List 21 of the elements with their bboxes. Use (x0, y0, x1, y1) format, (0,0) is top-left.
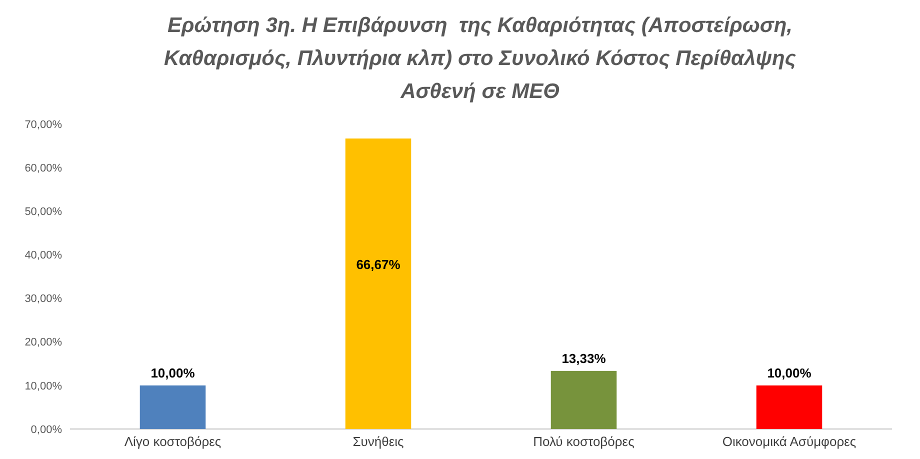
bar (345, 138, 412, 429)
bar (140, 385, 206, 429)
bar (756, 385, 822, 429)
x-tick-label: Συνήθεις (352, 434, 404, 449)
y-tick-label: 70,00% (24, 118, 62, 131)
bar (550, 370, 617, 429)
x-tick-label: Λίγο κοστοβόρες (124, 434, 222, 449)
y-tick-label: 20,00% (24, 336, 62, 349)
data-label: 66,67% (356, 257, 401, 272)
y-tick-label: 10,00% (24, 380, 62, 392)
y-tick-label: 60,00% (24, 162, 62, 174)
data-label: 13,33% (562, 350, 606, 366)
data-label: 10,00% (150, 365, 196, 380)
x-tick-label: Πολύ κοστοβόρες (533, 434, 634, 449)
chart-title: Ερώτηση 3η. Η Επιβάρυνση της Καθαριότητας (Αποστείρωση, Καθαρισμός, Πλυντήρια κλπ) στο Συνολικό Κόστος Περίθαλψης Ασθενή σε ΜΕΘ (164, 14, 797, 103)
data-label: 10,00% (767, 365, 812, 380)
y-tick-label: 0,00% (30, 424, 62, 436)
y-tick-label: 30,00% (24, 293, 62, 306)
y-tick-label: 40,00% (24, 250, 62, 262)
y-tick-label: 50,00% (24, 206, 62, 218)
x-tick-label: Οικονομικά Ασύμφορες (722, 434, 856, 449)
